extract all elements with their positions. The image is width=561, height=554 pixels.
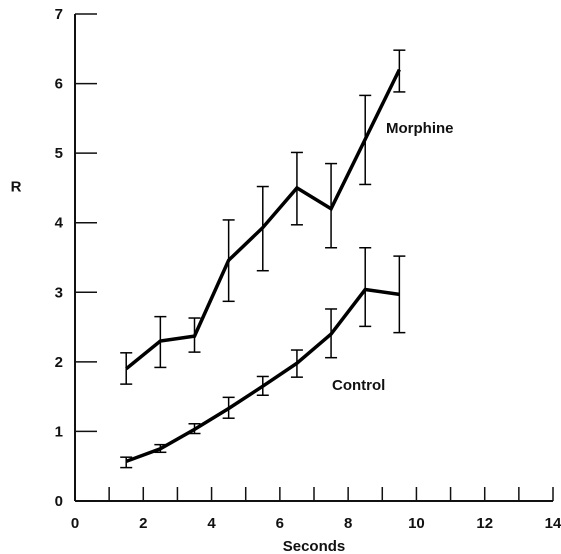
y-tick-label-2: 2 bbox=[55, 354, 63, 371]
error-bar-morphine-7 bbox=[359, 94, 372, 186]
series-control bbox=[120, 247, 406, 469]
y-tick-label-3: 3 bbox=[55, 284, 63, 301]
y-tick-label-0: 0 bbox=[55, 493, 63, 510]
y-tick-label-4: 4 bbox=[55, 215, 64, 232]
y-tick-label-7: 7 bbox=[55, 6, 63, 23]
error-bar-control-1 bbox=[154, 443, 167, 454]
error-bar-control-0 bbox=[120, 456, 133, 469]
y-tick-label-1: 1 bbox=[55, 423, 63, 440]
series-label-morphine: Morphine bbox=[386, 120, 454, 137]
error-bar-morphine-2 bbox=[188, 317, 201, 353]
series-line-control bbox=[125, 287, 400, 463]
x-tick-label-12: 12 bbox=[476, 515, 493, 532]
x-axis-title: Seconds bbox=[283, 538, 346, 554]
x-tick-label-2: 2 bbox=[139, 515, 147, 532]
error-bar-morphine-3 bbox=[222, 219, 235, 303]
series-morphine bbox=[120, 49, 406, 385]
error-bar-morphine-6 bbox=[325, 162, 338, 249]
x-tick-label-10: 10 bbox=[408, 515, 425, 532]
error-bar-control-3 bbox=[222, 396, 235, 419]
error-bar-control-4 bbox=[256, 375, 269, 397]
x-tick-label-0: 0 bbox=[71, 515, 79, 532]
error-bar-control-8 bbox=[393, 255, 406, 334]
x-tick-label-6: 6 bbox=[276, 515, 284, 532]
x-tick-label-14: 14 bbox=[545, 515, 561, 532]
y-tick-label-6: 6 bbox=[55, 76, 63, 93]
error-bar-morphine-4 bbox=[256, 185, 269, 272]
error-bar-control-5 bbox=[290, 349, 303, 378]
y-tick-label-5: 5 bbox=[55, 145, 63, 162]
error-bar-control-6 bbox=[325, 308, 338, 359]
error-bar-control-2 bbox=[188, 423, 201, 435]
error-bar-morphine-1 bbox=[154, 315, 167, 369]
axes bbox=[74, 14, 553, 502]
series-layer bbox=[120, 49, 406, 469]
error-bar-morphine-8 bbox=[393, 49, 406, 93]
error-bar-control-7 bbox=[359, 247, 372, 328]
series-label-control: Control bbox=[332, 377, 385, 394]
x-tick-label-4: 4 bbox=[207, 515, 216, 532]
error-bar-morphine-5 bbox=[290, 151, 303, 226]
y-axis-title: R bbox=[11, 178, 22, 195]
x-tick-label-8: 8 bbox=[344, 515, 352, 532]
error-bar-morphine-0 bbox=[120, 352, 133, 385]
